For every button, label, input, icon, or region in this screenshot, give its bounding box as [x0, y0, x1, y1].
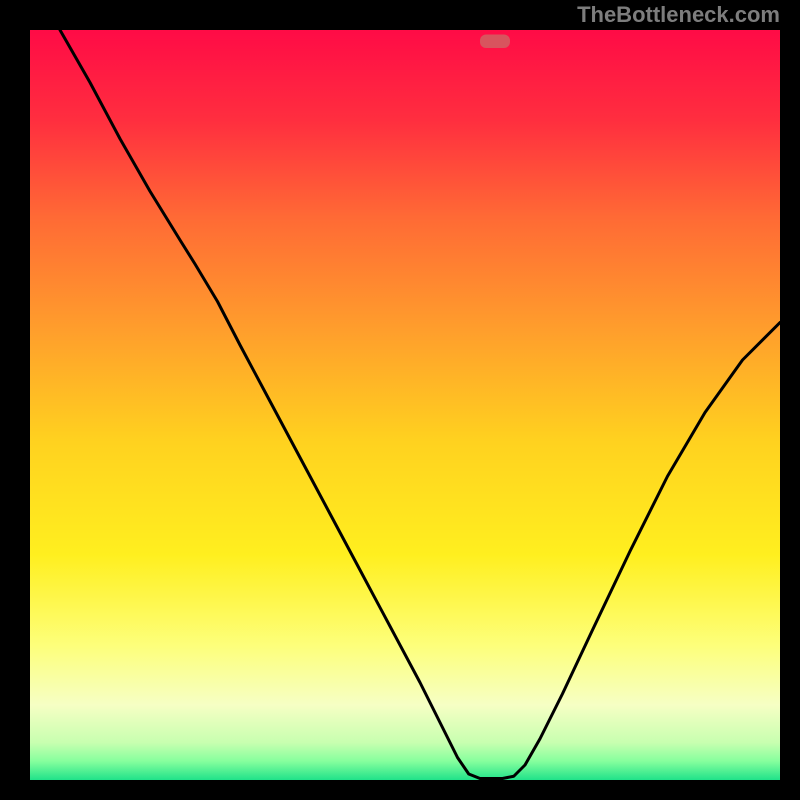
optimal-marker [480, 35, 510, 49]
watermark-text: TheBottleneck.com [577, 2, 780, 28]
gradient-background [30, 30, 780, 780]
chart-frame: TheBottleneck.com [0, 0, 800, 800]
bottleneck-chart [0, 0, 800, 800]
